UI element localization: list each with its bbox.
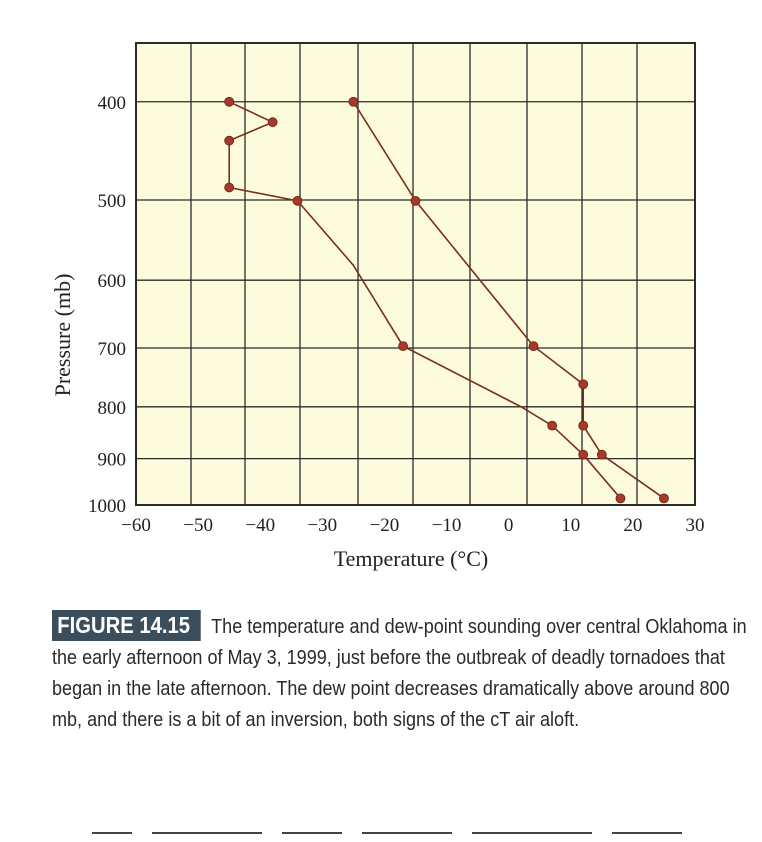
data-point	[578, 379, 589, 390]
caption-text: The temperature and dew-point sounding o…	[52, 615, 747, 731]
x-axis-ticks: −60 −50 −40 −30 −20 −10 0 10 20 30	[121, 515, 704, 536]
y-axis-ticks: 400 500 600 700 800 900 1000	[88, 93, 126, 517]
data-point	[547, 420, 558, 431]
data-point	[224, 135, 235, 146]
x-tick-label: −40	[245, 515, 275, 536]
series-layer	[224, 96, 669, 504]
y-tick-label: 600	[98, 271, 127, 292]
figure-label: FIGURE 14.15	[52, 610, 201, 641]
x-tick-label: −30	[307, 515, 337, 536]
y-axis-title: Pressure (mb)	[50, 274, 75, 397]
data-point	[410, 195, 421, 206]
y-tick-label: 700	[98, 339, 127, 360]
figure-caption: FIGURE 14.15 The temperature and dew-poin…	[52, 610, 747, 735]
y-tick-label: 800	[98, 398, 127, 419]
data-point	[267, 117, 278, 128]
data-point	[292, 195, 303, 206]
sounding-chart: −60 −50 −40 −30 −20 −10 0 10 20 30 400 500 600 700 80…	[50, 42, 705, 571]
series-line-dew-point	[228, 101, 622, 499]
x-tick-label: 30	[686, 515, 705, 536]
grid	[136, 43, 695, 505]
data-point	[224, 182, 235, 193]
data-point	[596, 449, 607, 460]
x-tick-label: −10	[432, 515, 462, 536]
x-tick-label: 10	[561, 515, 580, 536]
plot-area	[135, 42, 696, 506]
data-point	[348, 96, 359, 107]
data-point	[615, 493, 626, 504]
data-point	[659, 493, 669, 504]
x-tick-label: −20	[370, 515, 400, 536]
x-tick-label: −50	[183, 515, 213, 536]
y-tick-label: 500	[98, 191, 127, 212]
x-tick-label: 0	[504, 515, 514, 536]
cut-off-next-line	[92, 826, 692, 842]
y-tick-label: 1000	[88, 496, 126, 517]
data-point	[578, 449, 589, 460]
data-point	[578, 420, 589, 431]
x-axis-title: Temperature (°C)	[334, 546, 488, 571]
data-point	[528, 341, 539, 352]
y-tick-label: 900	[98, 450, 127, 471]
x-tick-label: 20	[623, 515, 642, 536]
x-tick-label: −60	[121, 515, 151, 536]
data-point	[398, 341, 408, 352]
data-point	[224, 96, 235, 107]
y-tick-label: 400	[98, 93, 127, 114]
